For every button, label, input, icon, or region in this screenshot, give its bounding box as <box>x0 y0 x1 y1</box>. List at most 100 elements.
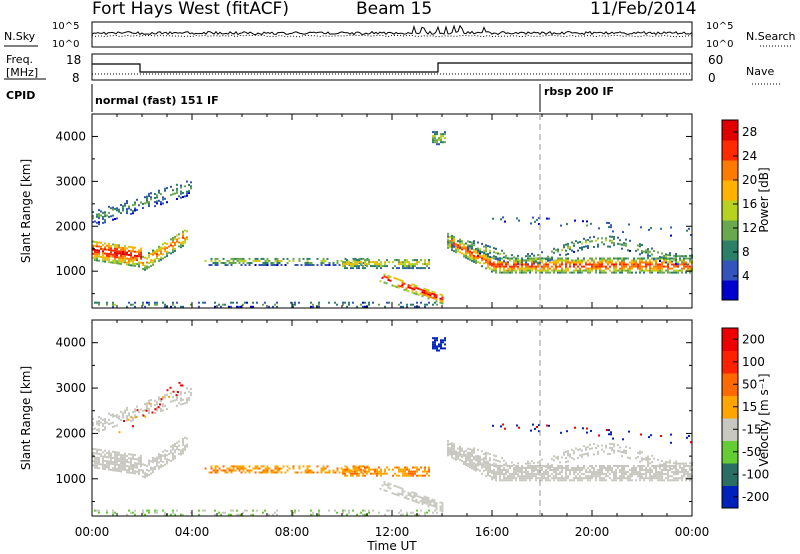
range-gate-cell <box>687 465 689 467</box>
range-gate-cell <box>461 447 463 450</box>
range-gate-cell <box>439 505 442 508</box>
range-gate-cell <box>609 245 611 248</box>
range-gate-cell <box>547 471 549 474</box>
range-gate-cell <box>651 479 653 482</box>
range-gate-cell <box>565 261 567 264</box>
range-gate-cell <box>607 259 609 262</box>
range-gate-cell <box>471 448 473 451</box>
range-gate-cell <box>134 264 136 267</box>
range-gate-cell <box>126 263 128 266</box>
range-gate-cell <box>593 473 595 476</box>
range-gate-cell <box>116 246 118 249</box>
range-gate-cell <box>138 255 140 258</box>
range-gate-cell <box>440 133 442 136</box>
range-gate-cell <box>463 245 465 248</box>
range-gate-cell <box>575 261 577 264</box>
range-gate-cell <box>451 243 453 246</box>
range-gate-cell <box>354 263 356 266</box>
range-gate-cell <box>641 475 643 478</box>
range-gate-cell <box>402 305 404 308</box>
range-gate-cell <box>148 205 150 207</box>
range-gate-cell <box>130 419 132 422</box>
range-gate-cell <box>533 462 535 465</box>
range-gate-cell <box>144 264 146 267</box>
range-gate-cell <box>240 513 242 516</box>
range-gate-cell <box>621 267 623 270</box>
range-gate-cell <box>525 259 527 262</box>
range-gate-cell <box>302 257 305 260</box>
range-gate-cell <box>426 303 428 306</box>
range-gate-cell <box>358 257 361 260</box>
range-gate-cell <box>154 459 156 462</box>
range-gate-cell <box>411 291 414 294</box>
range-gate-cell <box>453 250 455 253</box>
range-gate-cell <box>100 421 102 424</box>
range-gate-cell <box>174 247 176 250</box>
range-gate-cell <box>414 265 416 268</box>
range-gate-cell <box>639 263 641 266</box>
range-gate-cell <box>228 262 231 264</box>
range-gate-cell <box>278 467 281 470</box>
range-gate-cell <box>110 253 112 256</box>
range-gate-cell <box>507 261 509 264</box>
range-gate-cell <box>264 264 267 266</box>
range-gate-cell <box>420 466 422 469</box>
range-gate-cell <box>326 264 329 266</box>
range-gate-cell <box>653 475 655 478</box>
range-gate-cell <box>513 477 515 480</box>
range-gate-cell <box>334 264 337 266</box>
range-gate-cell <box>436 133 438 136</box>
range-gate-cell <box>447 243 449 246</box>
range-gate-cell <box>146 402 148 405</box>
range-gate-cell <box>391 492 394 495</box>
range-gate-cell <box>671 471 673 474</box>
range-gate-cell <box>471 450 473 453</box>
range-gate-cell <box>553 477 555 480</box>
range-gate-cell <box>178 444 180 447</box>
range-gate-cell <box>673 257 675 260</box>
range-gate-cell <box>647 461 649 464</box>
range-gate-cell <box>362 262 365 264</box>
range-gate-cell <box>557 457 559 460</box>
range-gate-cell <box>290 301 292 304</box>
range-gate-cell <box>380 265 382 268</box>
range-gate-cell <box>156 194 158 197</box>
range-gate-cell <box>114 262 116 264</box>
range-gate-cell <box>449 447 451 450</box>
range-gate-cell <box>669 252 671 255</box>
range-gate-cell <box>248 257 251 260</box>
range-gate-cell <box>399 487 402 489</box>
range-gate-cell <box>396 474 398 477</box>
range-gate-cell <box>216 264 219 266</box>
range-gate-cell <box>94 427 96 430</box>
range-gate-cell <box>651 461 653 463</box>
range-gate-cell <box>667 257 669 260</box>
colorbar-swatch <box>722 373 738 396</box>
range-gate-cell <box>114 414 116 417</box>
range-gate-cell <box>465 250 467 253</box>
range-gate-cell <box>483 463 485 466</box>
range-gate-cell <box>581 259 583 262</box>
range-gate-cell <box>254 264 257 266</box>
range-gate-cell <box>599 467 601 469</box>
range-gate-cell <box>256 257 259 260</box>
range-gate-cell <box>172 390 175 393</box>
range-gate-cell <box>424 466 426 469</box>
range-gate-cell <box>605 261 607 264</box>
range-gate-cell <box>188 184 190 186</box>
range-gate-cell <box>653 457 655 460</box>
range-gate-cell <box>130 246 132 249</box>
range-gate-cell <box>114 218 116 220</box>
range-gate-cell <box>688 435 690 437</box>
range-gate-cell <box>645 467 647 469</box>
range-gate-cell <box>136 462 138 465</box>
range-gate-cell <box>120 419 122 422</box>
range-gate-cell <box>240 264 243 266</box>
range-gate-cell <box>274 471 277 474</box>
range-gate-cell <box>585 267 587 270</box>
range-gate-cell <box>475 247 477 250</box>
range-gate-cell <box>94 301 96 304</box>
range-gate-cell <box>352 301 354 304</box>
range-gate-cell <box>116 469 118 472</box>
